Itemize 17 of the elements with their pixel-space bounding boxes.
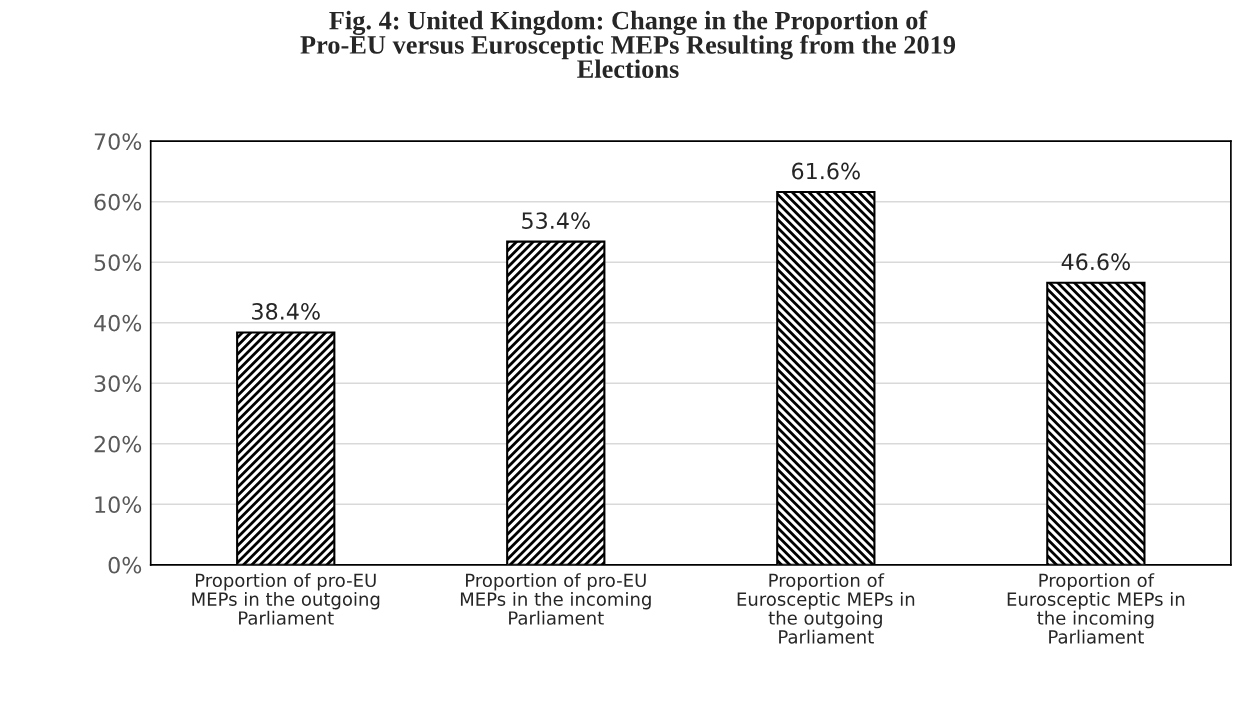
y-tick-label: 0% [108, 556, 142, 574]
data-label: 53.4% [522, 212, 590, 230]
data-label: 38.4% [252, 302, 320, 320]
x-tick-label: Proportion of Eurosceptic MEPs in the incoming Parliament [1007, 573, 1185, 644]
x-tick-label: Proportion of Eurosceptic MEPs in the outgoing Parliament [737, 573, 915, 644]
data-label: 46.6% [1061, 253, 1130, 271]
y-tick-label: 20% [94, 435, 142, 453]
chart-title: Fig. 4: United Kingdom: Change in the Proportion of Pro-EU versus Eurosceptic MEPs Resulting from the 2019 Elections [300, 10, 956, 78]
y-tick-label: 70% [94, 133, 142, 150]
y-tick-label: 40% [94, 314, 142, 332]
y-tick-label: 50% [94, 254, 142, 271]
x-tick-label: Proportion of pro-EU MEPs in the outgoing Parliament [192, 573, 380, 625]
data-label: 61.6% [792, 162, 860, 180]
x-tick-label: Proportion of pro-EU MEPs in the incoming Parliament [460, 573, 651, 625]
y-tick-label: 10% [95, 496, 142, 514]
y-tick-label: 60% [94, 193, 142, 211]
y-tick-label: 30% [94, 375, 142, 393]
